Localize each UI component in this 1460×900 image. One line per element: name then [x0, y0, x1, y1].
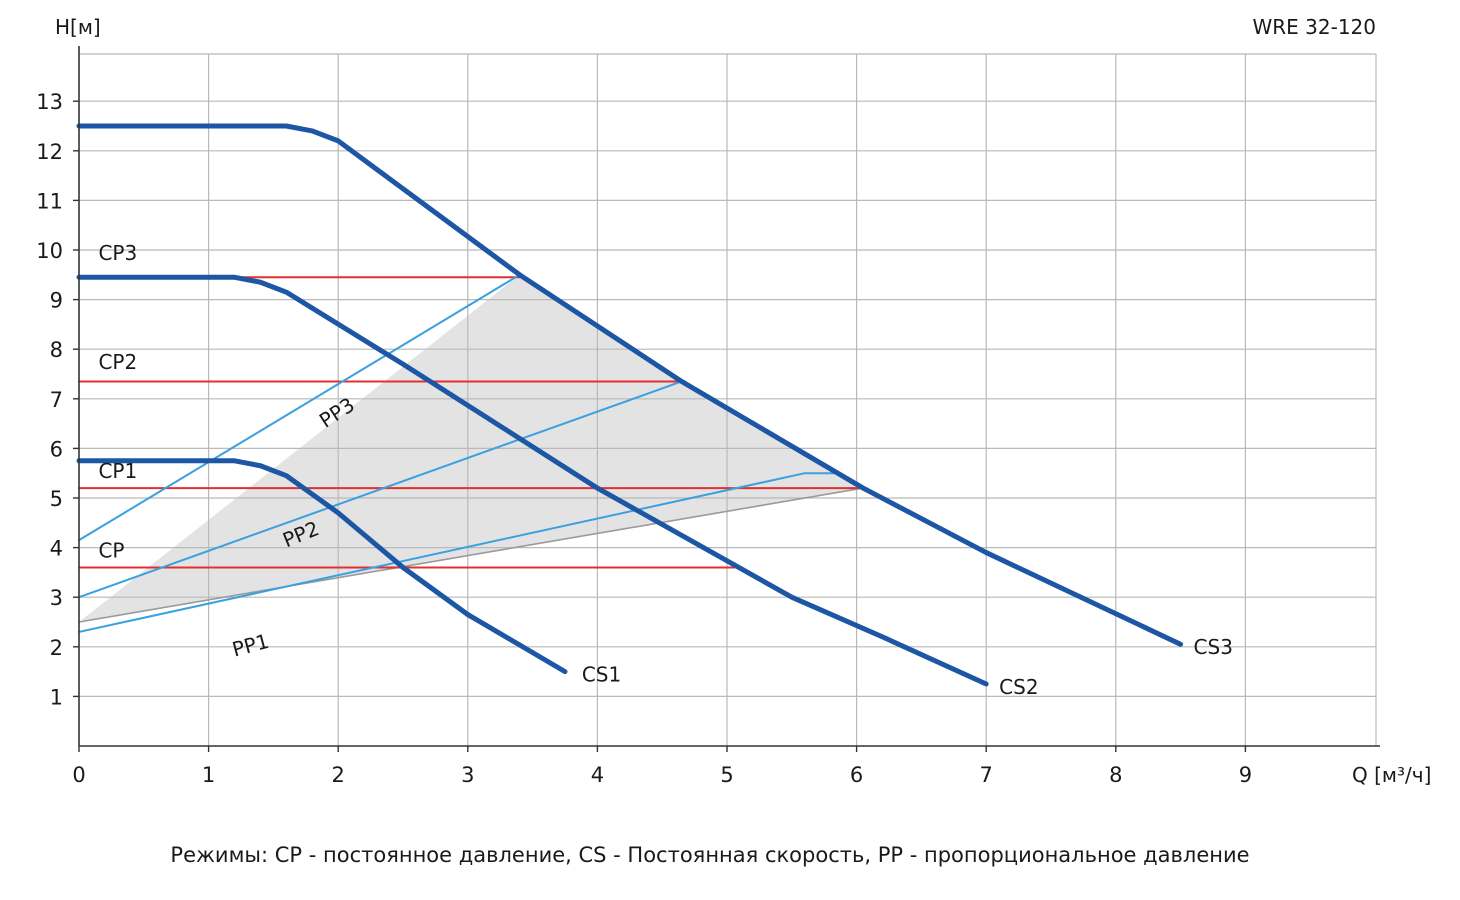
x-tick-label: 3	[461, 763, 474, 787]
x-tick-label: 9	[1239, 763, 1252, 787]
curve-label-cp1: CP1	[98, 459, 137, 483]
x-tick-label: 0	[72, 763, 85, 787]
series-line-cs3	[76, 123, 1184, 647]
y-tick-label: 9	[50, 289, 63, 313]
y-tick-label: 4	[50, 537, 63, 561]
y-tick-label: 11	[36, 189, 63, 213]
curve-label-cp2: CP2	[98, 350, 137, 374]
y-axis-label: H[м]	[55, 15, 101, 39]
curve-label-cp: CP	[98, 539, 124, 563]
x-tick-label: 1	[202, 763, 215, 787]
x-tick-label: 5	[720, 763, 733, 787]
y-tick-label: 13	[36, 90, 63, 114]
curve-label-cs1: CS1	[582, 663, 621, 687]
curve-label-cp3: CP3	[98, 241, 137, 265]
x-tick-label: 8	[1109, 763, 1122, 787]
x-tick-label: 6	[850, 763, 863, 787]
x-tick-label: 4	[591, 763, 604, 787]
series-line-cs1	[76, 458, 568, 675]
y-tick-label: 6	[50, 437, 63, 461]
series-line-pp3	[78, 273, 521, 542]
curve-label-cs3: CS3	[1194, 635, 1233, 659]
series-line-cs2	[76, 274, 989, 687]
y-tick-label: 1	[50, 685, 63, 709]
grid	[79, 53, 1377, 746]
series-line-pp2	[78, 380, 683, 599]
y-tick-label: 3	[50, 586, 63, 610]
y-tick-label: 2	[50, 636, 63, 660]
y-tick-label: 7	[50, 388, 63, 412]
x-tick-label: 2	[332, 763, 345, 787]
y-tick-label: 10	[36, 239, 63, 263]
series-lines	[76, 123, 1184, 687]
y-tick-label: 5	[50, 487, 63, 511]
x-tick-label: 7	[980, 763, 993, 787]
series-line-boundary	[78, 487, 864, 623]
curve-label-pp1: PP1	[230, 629, 272, 662]
y-tick-label: 12	[36, 140, 63, 164]
chart-title: WRE 32-120	[1252, 15, 1376, 39]
x-axis-label: Q [м³/ч]	[1352, 763, 1431, 787]
curve-label-cs2: CS2	[999, 675, 1038, 699]
y-tick-label: 8	[50, 338, 63, 362]
chart-caption: Режимы: CP - постоянное давление, CS - П…	[170, 843, 1250, 867]
